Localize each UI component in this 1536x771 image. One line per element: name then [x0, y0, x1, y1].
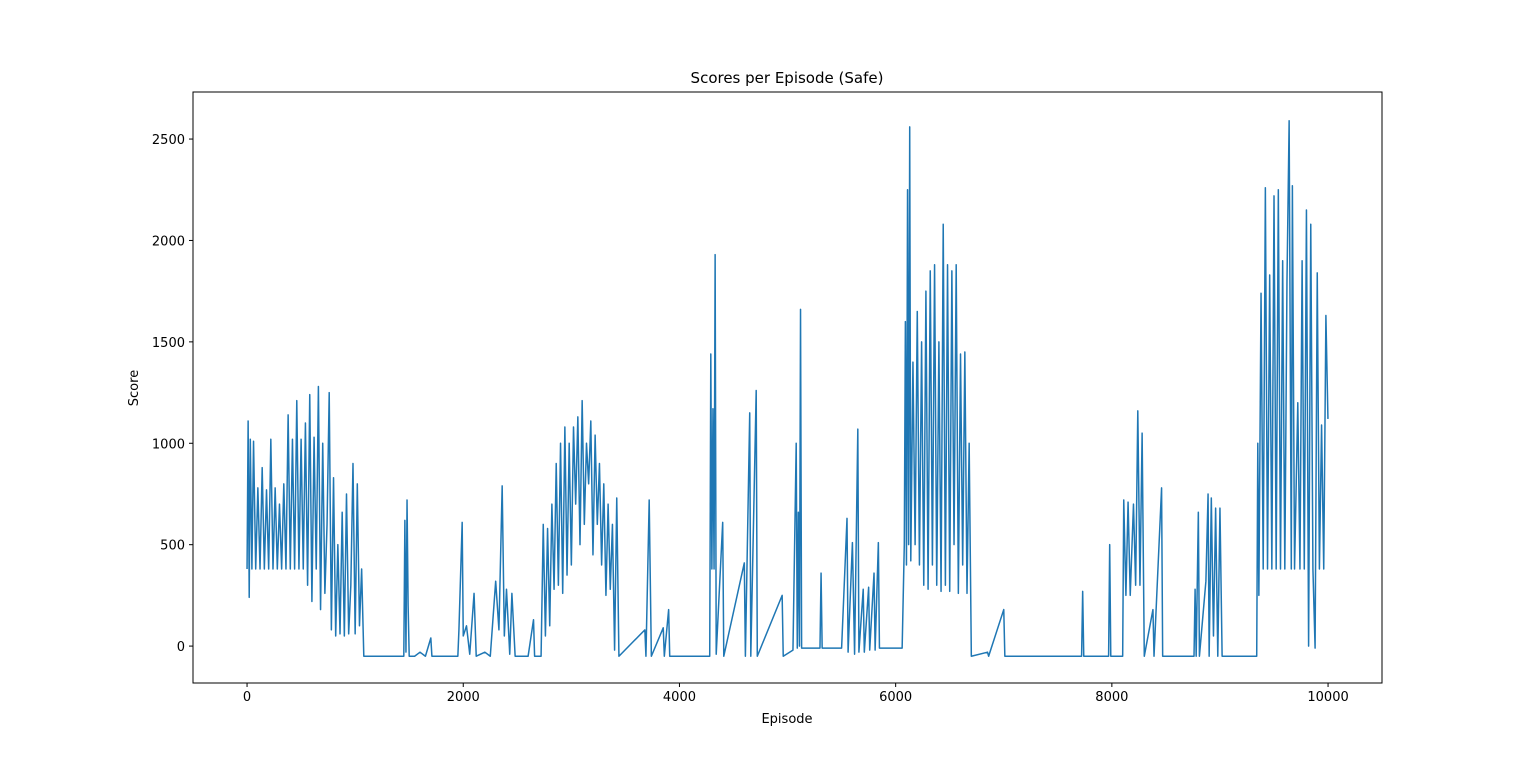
plot-frame — [192, 91, 1383, 684]
y-tick-label: 2000 — [152, 234, 185, 249]
x-axis-label: Episode — [761, 712, 812, 727]
x-tick-label: 2000 — [447, 690, 480, 705]
chart-title: Scores per Episode (Safe) — [691, 69, 884, 87]
x-tick-label: 8000 — [1095, 690, 1128, 705]
y-tick-label: 500 — [160, 539, 185, 554]
x-tick-label: 4000 — [663, 690, 696, 705]
x-tick-label: 0 — [243, 690, 251, 705]
y-tick-label: 1000 — [152, 437, 185, 452]
y-axis-label: Score — [127, 370, 142, 406]
y-tick-label: 1500 — [152, 336, 185, 351]
y-tick-label: 0 — [177, 640, 185, 655]
x-tick-label: 10000 — [1307, 690, 1348, 705]
x-tick-label: 6000 — [879, 690, 912, 705]
y-tick-label: 2500 — [152, 133, 185, 148]
data-line — [246, 120, 1329, 657]
